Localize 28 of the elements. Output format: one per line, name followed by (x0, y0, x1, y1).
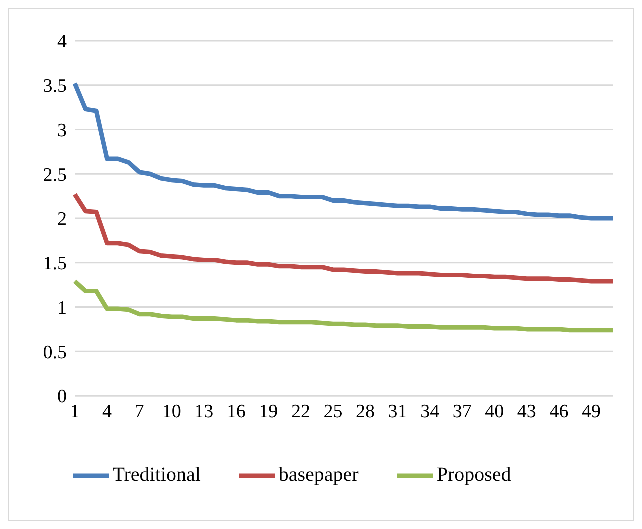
y-tick-label: 4 (58, 32, 68, 53)
x-tick-label: 49 (582, 401, 601, 422)
x-tick-label: 10 (162, 401, 182, 422)
x-tick-label: 31 (388, 401, 408, 422)
x-tick-label: 25 (324, 401, 343, 422)
x-tick-label: 37 (452, 401, 472, 422)
x-tick-label: 43 (517, 401, 536, 422)
x-tick-label: 40 (485, 401, 504, 422)
y-tick-label: 0.5 (43, 342, 67, 364)
x-tick-label: 16 (226, 401, 246, 422)
x-tick-label: 19 (259, 401, 278, 422)
x-tick-label: 22 (291, 401, 310, 422)
x-tick-label: 7 (134, 401, 144, 422)
y-tick-label: 1.5 (43, 254, 67, 275)
x-tick-label: 4 (102, 401, 113, 422)
x-tick-label: 13 (194, 401, 214, 422)
y-tick-label: 0 (58, 386, 67, 408)
x-tick-label: 34 (420, 401, 440, 422)
x-tick-label: 46 (550, 401, 569, 422)
y-tick-label: 3.5 (43, 76, 67, 98)
y-tick-label: 2 (58, 209, 67, 230)
y-tick-label: 2.5 (43, 164, 67, 186)
legend-label: basepaper (278, 464, 359, 486)
legend-label: Proposed (436, 464, 512, 486)
y-tick-label: 3 (58, 120, 67, 142)
y-tick-label: 1 (58, 298, 67, 319)
x-tick-label: 28 (356, 401, 376, 422)
legend-label: Treditional (112, 464, 201, 486)
